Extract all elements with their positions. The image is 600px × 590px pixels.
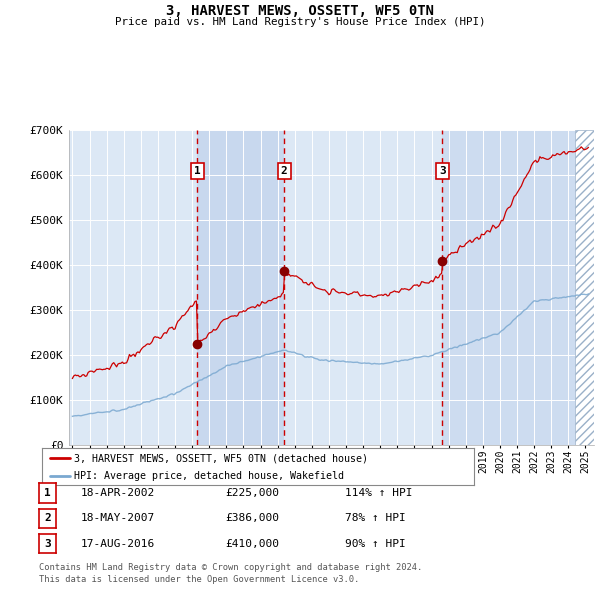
Text: 114% ↑ HPI: 114% ↑ HPI <box>345 488 413 498</box>
Text: Price paid vs. HM Land Registry's House Price Index (HPI): Price paid vs. HM Land Registry's House … <box>115 17 485 27</box>
Text: This data is licensed under the Open Government Licence v3.0.: This data is licensed under the Open Gov… <box>39 575 359 584</box>
Text: £225,000: £225,000 <box>225 488 279 498</box>
Text: 1: 1 <box>44 488 51 498</box>
Text: £410,000: £410,000 <box>225 539 279 549</box>
Text: 3: 3 <box>439 166 446 176</box>
Text: 2: 2 <box>44 513 51 523</box>
Text: 1: 1 <box>194 166 200 176</box>
Bar <box>284 130 442 445</box>
Bar <box>575 130 594 445</box>
Text: 3: 3 <box>44 539 51 549</box>
Text: 2: 2 <box>281 166 287 176</box>
Text: 18-APR-2002: 18-APR-2002 <box>81 488 155 498</box>
Text: 78% ↑ HPI: 78% ↑ HPI <box>345 513 406 523</box>
Text: 18-MAY-2007: 18-MAY-2007 <box>81 513 155 523</box>
Text: 90% ↑ HPI: 90% ↑ HPI <box>345 539 406 549</box>
Text: Contains HM Land Registry data © Crown copyright and database right 2024.: Contains HM Land Registry data © Crown c… <box>39 563 422 572</box>
Bar <box>442 130 575 445</box>
Text: 3, HARVEST MEWS, OSSETT, WF5 0TN (detached house): 3, HARVEST MEWS, OSSETT, WF5 0TN (detach… <box>74 453 368 463</box>
Bar <box>197 130 284 445</box>
Text: £386,000: £386,000 <box>225 513 279 523</box>
Text: 3, HARVEST MEWS, OSSETT, WF5 0TN: 3, HARVEST MEWS, OSSETT, WF5 0TN <box>166 4 434 18</box>
Text: 17-AUG-2016: 17-AUG-2016 <box>81 539 155 549</box>
Text: HPI: Average price, detached house, Wakefield: HPI: Average price, detached house, Wake… <box>74 471 344 481</box>
